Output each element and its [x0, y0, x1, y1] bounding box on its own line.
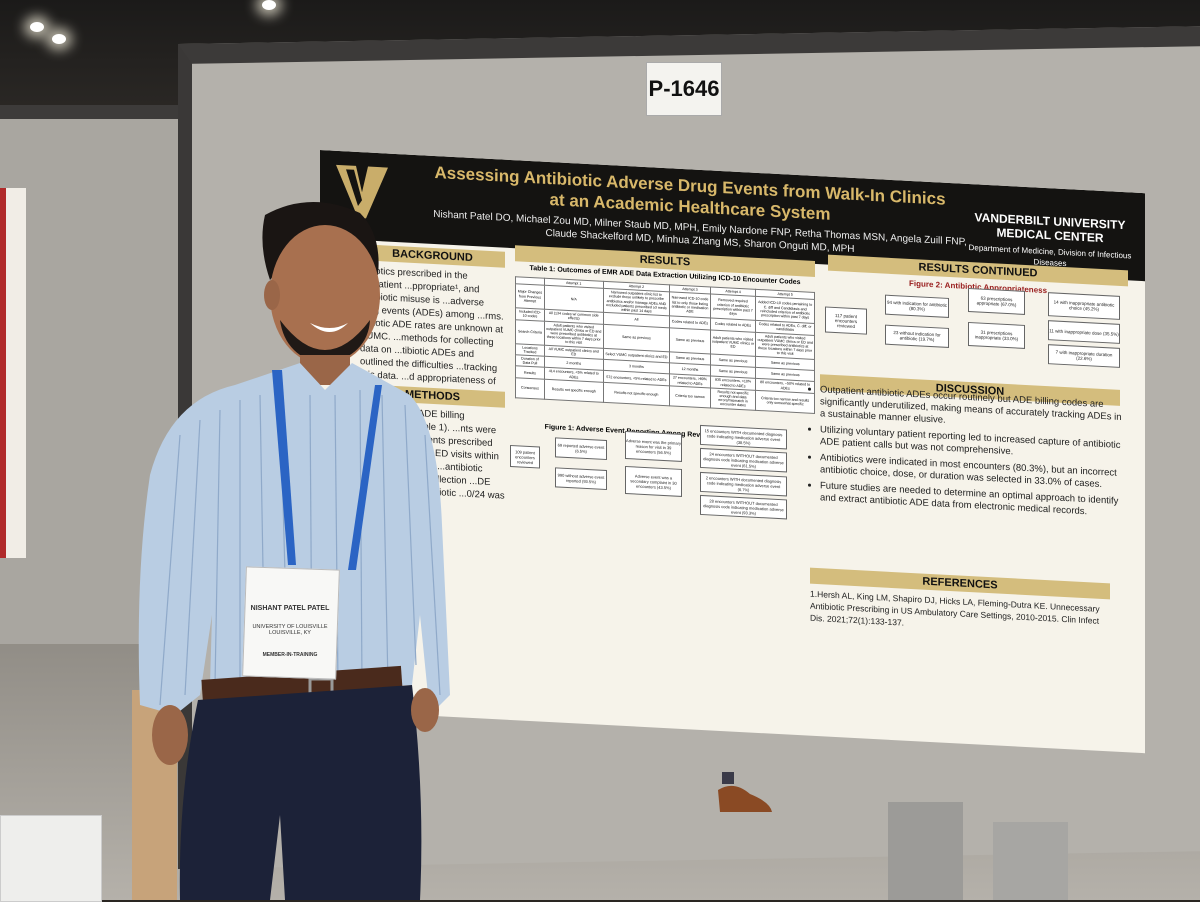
ade-extraction-table: Attempt 1 Attempt 2 Attempt 3 Attempt 4 Atte… [515, 276, 815, 414]
discussion-list: Outpatient antibiotic ADEs occur routine… [808, 384, 1128, 525]
name-badge [242, 566, 340, 680]
table1-cell: Same as previous [669, 327, 711, 354]
table1-cell: Added ICD-10 codes pertaining to C. diff… [755, 296, 815, 324]
fig1-primary-box: Adverse event was the primary reason for… [625, 430, 682, 462]
fig2-duration-box: 7 with inappropriate duration (22.6%) [1048, 344, 1120, 368]
table1-cell: Results not specific enough and data err… [710, 387, 756, 411]
table1-cell: Narrowed outpatient clinic list to exclu… [603, 288, 670, 317]
background-person-shoes [718, 772, 772, 812]
fig2-root-box: 117 patient encounters reviewed [825, 306, 867, 335]
fig2-choice-box: 14 with inappropriate antibiotic choice … [1048, 292, 1120, 320]
fig1-not-reported-box: 990 without adverse event reported (93.5… [555, 467, 607, 491]
fig1-primary-with-box: 15 encounters WITH documented diagnosis … [700, 424, 787, 450]
board-number-label: P-1646 [646, 62, 722, 116]
fig2-dose-box: 11 with inappropriate dose (35.5%) [1048, 320, 1120, 344]
table1-cell: Narrowed ICD-10 code list to only those … [669, 292, 711, 319]
table1-cell: Criteria too narrow [669, 385, 711, 408]
background-person-legs [888, 802, 1068, 900]
fig2-appropriate-box: 63 prescriptions appropriate (67.0%) [968, 287, 1025, 315]
fig2-indicated-box: 94 with indication for antibiotic (80.3%… [885, 294, 949, 318]
table1-cell: Adult patients who visited outpatient VU… [710, 329, 756, 356]
table1-cell: Adult patients who visited outpatient VU… [755, 331, 815, 360]
badge-school: UNIVERSITY OF LOUISVILLE LOUISVILLE, KY [252, 624, 328, 636]
ceiling-light [262, 0, 276, 10]
fig1-root-box: 109 patient encounters reviewed [510, 444, 540, 469]
research-poster: Assessing Antibiotic Adverse Drug Events… [320, 150, 1145, 754]
badge-role: MEMBER-IN-TRAINING [262, 652, 318, 658]
presenter-person [138, 201, 450, 900]
fig1-secondary-without-box: 28 encounters WITHOUT documented diagnos… [700, 494, 787, 520]
table1-cell: Consensus [515, 377, 545, 399]
fig1-secondary-with-box: 2 encounters WITH documented diagnosis c… [700, 471, 787, 497]
table1-cell: Adult patients who visited outpatient VU… [544, 320, 604, 348]
fig2-not-indicated-box: 23 without indication for antibiotic (19… [885, 324, 949, 348]
table1-cell: Results not specific enough [603, 382, 670, 406]
table1-cell: N/A [544, 285, 604, 313]
table1-cell: Removed required criterion of antibiotic… [710, 294, 756, 321]
fig1-secondary-box: Adverse event was a secondary complaint … [625, 465, 682, 497]
table1-cell: Search Criteria [515, 319, 545, 345]
fig1-primary-without-box: 24 encounters WITHOUT documented diagnos… [700, 447, 787, 473]
table1-cell: Results not specific enough [544, 379, 604, 403]
table1-cell: Same as previous [603, 323, 670, 352]
table1-cell: Criteria too narrow and results only som… [755, 390, 815, 414]
ceiling-light [30, 22, 44, 32]
table1-cell: Major Changes from Previous Attempt [515, 283, 545, 310]
vanderbilt-v-logo-icon [336, 164, 388, 219]
side-poster-edge [0, 188, 26, 558]
table-corner [0, 815, 102, 902]
fig1-reported-box: 69 reported adverse event (6.5%) [555, 437, 607, 461]
badge-name: NISHANT PATEL PATEL [250, 605, 330, 612]
ceiling-light [52, 34, 66, 44]
fig2-inappropriate-box: 31 prescriptions inappropriate (33.0%) [968, 321, 1025, 349]
